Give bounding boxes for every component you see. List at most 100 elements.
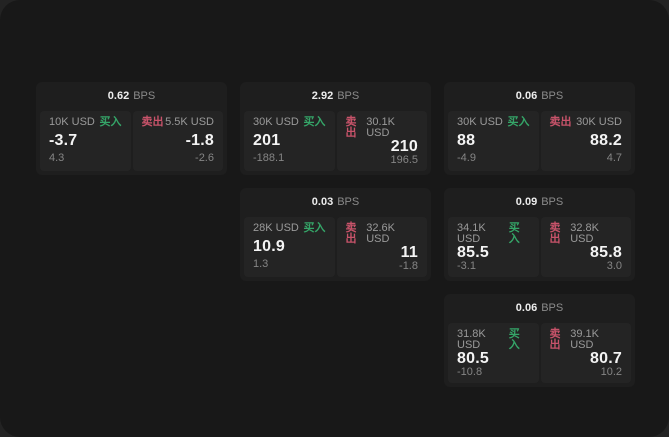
bps-header: 0.09 BPS	[444, 188, 635, 217]
sell-delta: 196.5	[390, 154, 418, 166]
bps-header: 0.62 BPS	[36, 82, 227, 111]
quote-card: 0.09 BPS 34.1K USD 买入 85.5 -3.1 卖出 32.8K…	[444, 188, 635, 281]
sell-delta: 3.0	[606, 260, 622, 272]
buy-sell-panels: 30K USD 买入 201 -188.1 卖出 30.1K USD 210 1…	[240, 111, 431, 171]
sell-size-label: 30.1K USD	[366, 116, 395, 139]
buy-panel[interactable]: 10K USD 买入 -3.7 4.3	[40, 111, 131, 171]
bps-header: 2.92 BPS	[240, 82, 431, 111]
buy-tag: 买入	[508, 222, 520, 245]
sell-panel-top: 卖出 30.1K USD	[346, 117, 419, 139]
buy-size-label: 30K USD	[253, 116, 299, 128]
buy-tag: 买入	[99, 116, 122, 128]
buy-panel-top: 30K USD 买入	[253, 117, 326, 128]
buy-panel[interactable]: 31.8K USD 买入 80.5 -10.8	[448, 323, 539, 383]
buy-sell-panels: 31.8K USD 买入 80.5 -10.8 卖出 39.1K USD 80.…	[444, 323, 635, 383]
buy-delta: 1.3	[253, 258, 269, 270]
sell-price: 80.7	[590, 350, 622, 367]
buy-price: 85.5	[457, 244, 489, 261]
buy-sell-panels: 34.1K USD 买入 85.5 -3.1 卖出 32.8K USD 85.8…	[444, 217, 635, 277]
bps-value: 0.62	[107, 90, 130, 102]
sell-panel-top: 卖出 32.8K USD	[550, 223, 623, 245]
buy-panel-top: 28K USD 买入	[253, 223, 326, 234]
bps-value: 0.09	[515, 196, 538, 208]
sell-price: 11	[400, 244, 418, 261]
buy-price: 10.9	[253, 237, 285, 255]
buy-panel[interactable]: 30K USD 买入 88 -4.9	[448, 111, 539, 171]
buy-panel[interactable]: 34.1K USD 买入 85.5 -3.1	[448, 217, 539, 277]
sell-size-label: 32.6K USD	[366, 222, 395, 245]
bps-suffix-label: BPS	[337, 90, 360, 102]
buy-delta: -188.1	[253, 152, 285, 164]
bps-suffix-label: BPS	[541, 90, 564, 102]
sell-panel[interactable]: 卖出 30K USD 88.2 4.7	[540, 111, 631, 171]
buy-size-label: 10K USD	[49, 116, 95, 128]
buy-panel-top: 31.8K USD 买入	[457, 329, 530, 351]
buy-price: 80.5	[457, 350, 489, 367]
buy-size-label: 34.1K USD	[457, 222, 486, 245]
buy-delta: -4.9	[457, 152, 476, 164]
buy-tag: 买入	[508, 328, 520, 351]
sell-delta: 4.7	[606, 152, 622, 164]
buy-panel[interactable]: 30K USD 买入 201 -188.1	[244, 111, 335, 171]
sell-price: 210	[390, 138, 418, 155]
sell-tag: 卖出	[345, 116, 357, 139]
sell-panel[interactable]: 卖出 39.1K USD 80.7 10.2	[540, 323, 631, 383]
buy-price: -3.7	[49, 131, 78, 149]
bps-header: 0.03 BPS	[240, 188, 431, 217]
sell-tag: 卖出	[549, 222, 561, 245]
buy-panel-top: 34.1K USD 买入	[457, 223, 530, 245]
bps-suffix-label: BPS	[337, 196, 360, 208]
sell-panel[interactable]: 卖出 32.8K USD 85.8 3.0	[540, 217, 631, 277]
sell-tag: 卖出	[549, 328, 561, 351]
sell-size-label: 30K USD	[576, 116, 622, 128]
buy-size-label: 31.8K USD	[457, 328, 486, 351]
sell-tag: 卖出	[345, 222, 357, 245]
sell-size-label: 39.1K USD	[570, 328, 599, 351]
sell-size-label: 32.8K USD	[570, 222, 599, 245]
sell-delta: -2.6	[195, 152, 214, 164]
sell-size-label: 5.5K USD	[165, 116, 214, 128]
sell-panel[interactable]: 卖出 32.6K USD 11 -1.8	[336, 217, 427, 277]
buy-panel[interactable]: 28K USD 买入 10.9 1.3	[244, 217, 335, 277]
sell-tag: 卖出	[141, 116, 164, 128]
bps-suffix-label: BPS	[541, 196, 564, 208]
buy-delta: -3.1	[457, 260, 476, 272]
buy-sell-panels: 10K USD 买入 -3.7 4.3 卖出 5.5K USD -1.8 -2.…	[36, 111, 227, 171]
buy-delta: -10.8	[457, 366, 483, 378]
bps-suffix-label: BPS	[133, 90, 156, 102]
buy-tag: 买入	[507, 116, 530, 128]
sell-price: 88.2	[590, 131, 622, 149]
sell-price: -1.8	[185, 131, 214, 149]
sell-panel-top: 卖出 32.6K USD	[346, 223, 419, 245]
sell-delta: -1.8	[399, 260, 418, 272]
quote-card: 0.06 BPS 31.8K USD 买入 80.5 -10.8 卖出 39.1…	[444, 294, 635, 387]
buy-tag: 买入	[303, 222, 326, 234]
bps-header: 0.06 BPS	[444, 294, 635, 323]
bps-header: 0.06 BPS	[444, 82, 635, 111]
sell-panel[interactable]: 卖出 5.5K USD -1.8 -2.6	[132, 111, 223, 171]
bps-value: 0.03	[311, 196, 334, 208]
quote-card: 0.06 BPS 30K USD 买入 88 -4.9 卖出 30K USD 8…	[444, 82, 635, 175]
sell-panel-top: 卖出 39.1K USD	[550, 329, 623, 351]
sell-panel[interactable]: 卖出 30.1K USD 210 196.5	[336, 111, 427, 171]
buy-panel-top: 30K USD 买入	[457, 117, 530, 128]
sell-panel-top: 卖出 30K USD	[550, 117, 623, 128]
buy-size-label: 30K USD	[457, 116, 503, 128]
quote-card: 0.62 BPS 10K USD 买入 -3.7 4.3 卖出 5.5K USD…	[36, 82, 227, 175]
buy-sell-panels: 28K USD 买入 10.9 1.3 卖出 32.6K USD 11 -1.8	[240, 217, 431, 277]
buy-tag: 买入	[303, 116, 326, 128]
bps-value: 0.06	[515, 302, 538, 314]
sell-delta: 10.2	[600, 366, 622, 378]
sell-tag: 卖出	[549, 116, 572, 128]
sell-panel-top: 卖出 5.5K USD	[142, 117, 215, 128]
sell-price: 85.8	[590, 244, 622, 261]
quote-card: 2.92 BPS 30K USD 买入 201 -188.1 卖出 30.1K …	[240, 82, 431, 175]
buy-delta: 4.3	[49, 152, 65, 164]
buy-size-label: 28K USD	[253, 222, 299, 234]
buy-price: 88	[457, 131, 476, 149]
buy-sell-panels: 30K USD 买入 88 -4.9 卖出 30K USD 88.2 4.7	[444, 111, 635, 171]
bps-suffix-label: BPS	[541, 302, 564, 314]
buy-panel-top: 10K USD 买入	[49, 117, 122, 128]
bps-value: 2.92	[311, 90, 334, 102]
